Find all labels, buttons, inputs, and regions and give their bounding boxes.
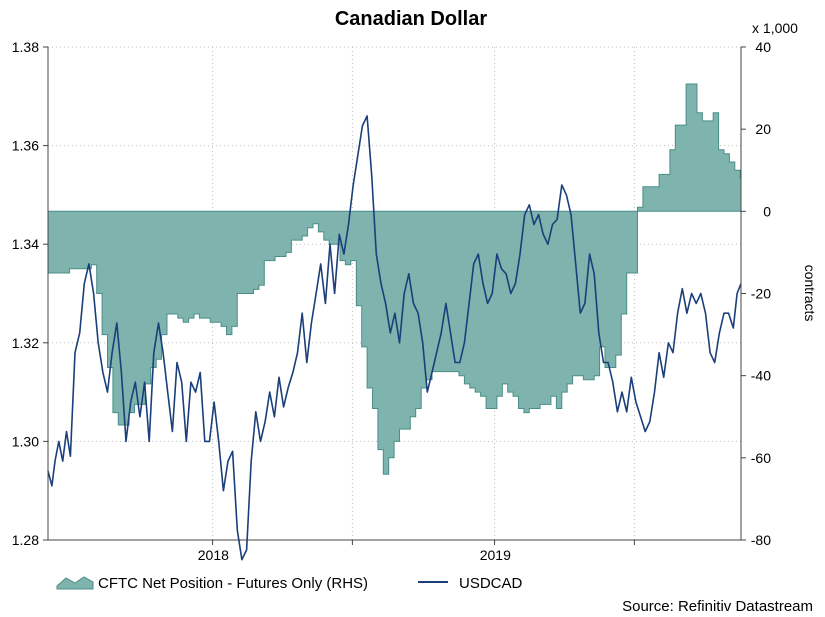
right-axis-unit-note: x 1,000	[752, 20, 798, 36]
left-tick-label-3: 1.34	[12, 236, 39, 252]
right-tick-label-4: 0	[763, 203, 771, 219]
left-tick-label-2: 1.32	[12, 335, 39, 351]
chart-title: Canadian Dollar	[335, 8, 487, 30]
legend: CFTC Net Position - Futures Only (RHS) U…	[56, 575, 523, 592]
axes: 1.28 1.30 1.32 1.34 1.36 1.38 -80 -60 -40 -20 0 20 4…	[12, 39, 771, 563]
series-usdcad-line	[47, 115, 742, 561]
left-tick-label-1: 1.30	[12, 433, 39, 449]
left-tick-label-5: 1.38	[12, 39, 39, 55]
legend-label-usdcad: USDCAD	[459, 575, 523, 592]
right-tick-label-6: 40	[755, 39, 771, 55]
right-axis-label: contracts	[802, 265, 818, 322]
x-tick-label-1: 2019	[480, 547, 511, 563]
right-tick-label-0: -80	[751, 532, 771, 548]
right-tick-label-3: -20	[751, 286, 771, 302]
legend-label-cftc: CFTC Net Position - Futures Only (RHS)	[98, 575, 368, 592]
right-tick-label-2: -40	[751, 368, 771, 384]
source-note: Source: Refinitiv Datastream	[622, 598, 813, 615]
right-tick-label-1: -60	[751, 450, 771, 466]
left-tick-label-4: 1.36	[12, 138, 39, 154]
legend-swatch-cftc	[56, 576, 94, 590]
left-tick-label-0: 1.28	[12, 532, 39, 548]
plot-area	[47, 46, 742, 561]
series-cftc-area	[47, 83, 742, 475]
x-tick-label-0: 2018	[198, 547, 229, 563]
right-tick-label-5: 20	[755, 121, 771, 137]
